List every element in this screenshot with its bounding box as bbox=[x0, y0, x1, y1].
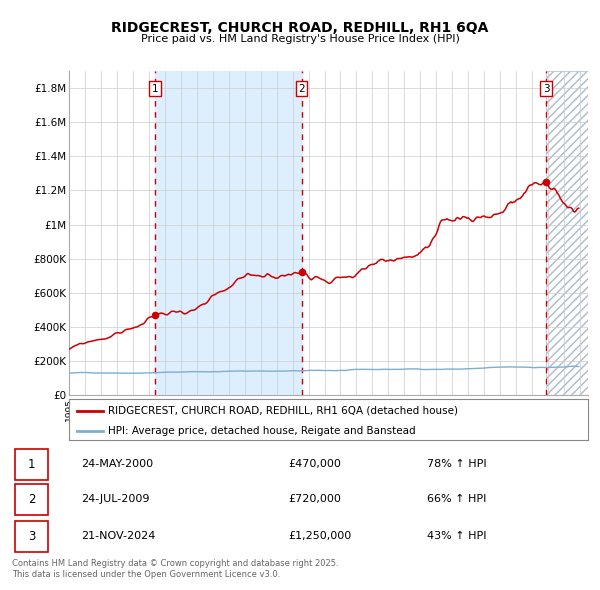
Text: 78% ↑ HPI: 78% ↑ HPI bbox=[427, 460, 487, 469]
Bar bbox=[547, 71, 588, 395]
Text: RIDGECREST, CHURCH ROAD, REDHILL, RH1 6QA: RIDGECREST, CHURCH ROAD, REDHILL, RH1 6Q… bbox=[112, 21, 488, 35]
Text: Price paid vs. HM Land Registry's House Price Index (HPI): Price paid vs. HM Land Registry's House … bbox=[140, 34, 460, 44]
Text: 1: 1 bbox=[28, 458, 35, 471]
Text: £720,000: £720,000 bbox=[289, 494, 341, 504]
Bar bbox=[547, 71, 588, 395]
Text: £1,250,000: £1,250,000 bbox=[289, 532, 352, 542]
Text: 24-JUL-2009: 24-JUL-2009 bbox=[81, 494, 149, 504]
Text: £470,000: £470,000 bbox=[289, 460, 341, 469]
Text: 21-NOV-2024: 21-NOV-2024 bbox=[81, 532, 155, 542]
Text: 3: 3 bbox=[28, 530, 35, 543]
Text: 2: 2 bbox=[28, 493, 35, 506]
FancyBboxPatch shape bbox=[15, 484, 48, 514]
FancyBboxPatch shape bbox=[15, 449, 48, 480]
Bar bbox=[155, 71, 302, 395]
Text: 3: 3 bbox=[543, 84, 550, 94]
FancyBboxPatch shape bbox=[15, 521, 48, 552]
Text: 43% ↑ HPI: 43% ↑ HPI bbox=[427, 532, 486, 542]
Text: HPI: Average price, detached house, Reigate and Banstead: HPI: Average price, detached house, Reig… bbox=[108, 426, 416, 436]
Text: 66% ↑ HPI: 66% ↑ HPI bbox=[427, 494, 486, 504]
Text: 2: 2 bbox=[298, 84, 305, 94]
Text: Contains HM Land Registry data © Crown copyright and database right 2025.
This d: Contains HM Land Registry data © Crown c… bbox=[12, 559, 338, 579]
Text: RIDGECREST, CHURCH ROAD, REDHILL, RH1 6QA (detached house): RIDGECREST, CHURCH ROAD, REDHILL, RH1 6Q… bbox=[108, 406, 458, 416]
Text: 1: 1 bbox=[152, 84, 158, 94]
Text: 24-MAY-2000: 24-MAY-2000 bbox=[81, 460, 153, 469]
